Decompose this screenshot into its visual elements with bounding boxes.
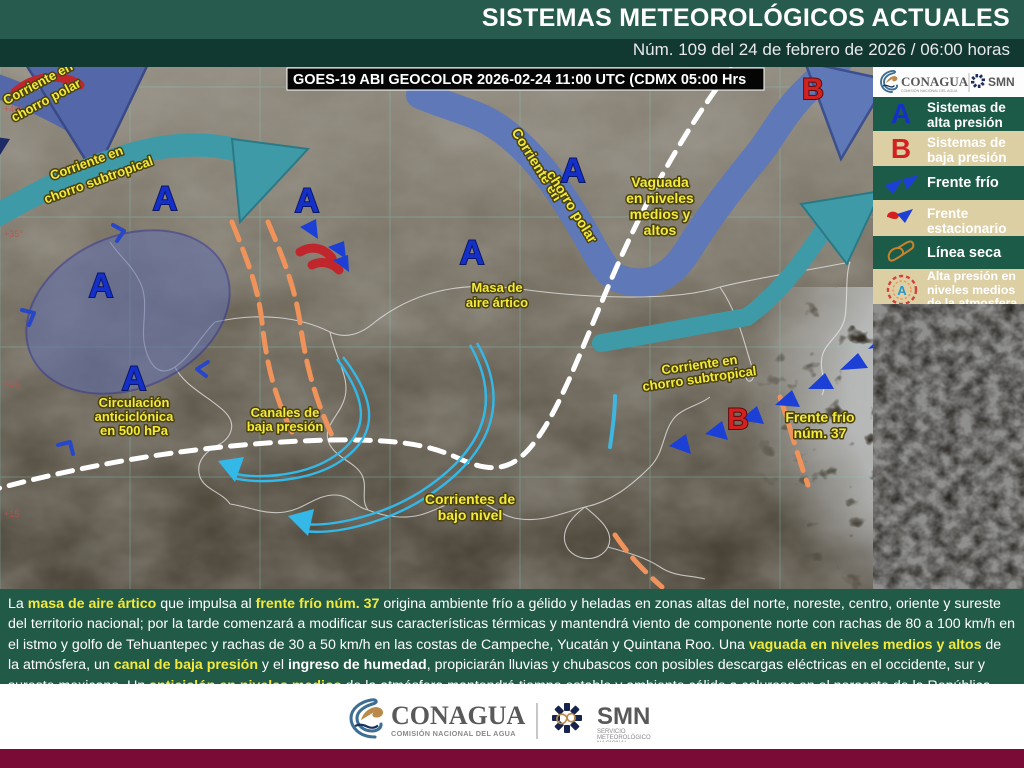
svg-text:en 500 hPa: en 500 hPa: [100, 423, 169, 438]
svg-text:B: B: [802, 73, 824, 106]
svg-text:A: A: [89, 267, 114, 305]
svg-text:A: A: [153, 180, 178, 218]
svg-text:Vaguada: Vaguada: [631, 174, 689, 190]
svg-text:bajo nivel: bajo nivel: [438, 507, 503, 523]
svg-text:A: A: [460, 234, 485, 272]
svg-text:SMN: SMN: [597, 703, 650, 730]
svg-text:A: A: [295, 182, 320, 220]
svg-text:medios y: medios y: [630, 206, 691, 222]
svg-text:anticiclónica: anticiclónica: [95, 409, 175, 424]
svg-text:A: A: [122, 360, 147, 398]
svg-text:+40°: +40°: [4, 104, 23, 114]
svg-text:SMN: SMN: [988, 75, 1015, 89]
svg-text:+15: +15: [4, 509, 19, 519]
svg-text:baja presión: baja presión: [247, 419, 324, 434]
svg-text:COMISIÓN NACIONAL DEL AGUA: COMISIÓN NACIONAL DEL AGUA: [901, 88, 958, 93]
svg-text:+35°: +35°: [4, 229, 23, 239]
svg-text:Frente frío: Frente frío: [785, 409, 854, 425]
svg-text:altos: altos: [644, 222, 677, 238]
svg-text:COMISIÓN NACIONAL DEL AGUA: COMISIÓN NACIONAL DEL AGUA: [391, 729, 516, 738]
svg-text:NACIONAL: NACIONAL: [597, 741, 628, 742]
svg-text:B: B: [727, 403, 749, 436]
svg-text:núm. 37: núm. 37: [794, 425, 847, 441]
svg-text:A: A: [897, 283, 907, 298]
svg-text:en niveles: en niveles: [626, 190, 694, 206]
svg-text:Canales de: Canales de: [251, 405, 320, 420]
svg-text:CONAGUA: CONAGUA: [391, 701, 526, 730]
svg-text:aire ártico: aire ártico: [466, 295, 528, 310]
svg-text:GOES-19 ABI GEOCOLOR 2026-02-2: GOES-19 ABI GEOCOLOR 2026-02-24 11:00 UT…: [293, 72, 746, 88]
svg-text:METEOROLÓGICO: METEOROLÓGICO: [597, 734, 651, 741]
svg-text:CONAGUA: CONAGUA: [901, 74, 969, 89]
svg-text:Corrientes de: Corrientes de: [425, 491, 515, 507]
svg-text:Masa de: Masa de: [471, 280, 522, 295]
svg-text:A: A: [561, 152, 586, 190]
svg-text:+25: +25: [4, 379, 19, 389]
